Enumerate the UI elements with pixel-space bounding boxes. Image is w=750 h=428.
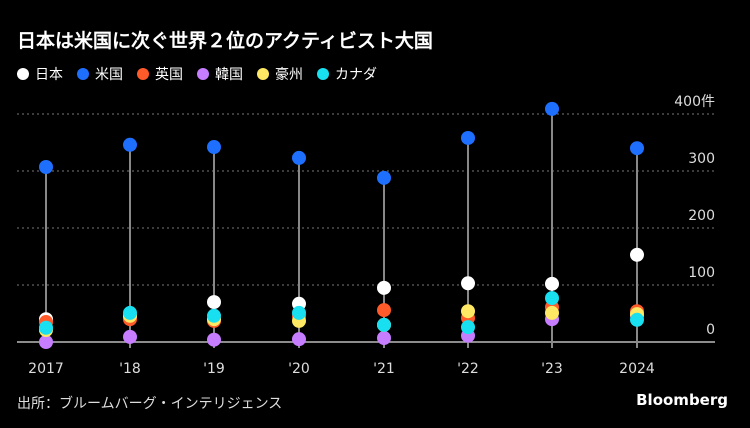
data-point [545, 291, 559, 306]
chart-title: 日本は米国に次ぐ世界２位のアクティビスト大国 [17, 30, 433, 52]
data-point [377, 303, 391, 318]
legend-label: 豪州 [275, 67, 303, 83]
x-tick-label: '20 [288, 361, 310, 377]
data-point [207, 140, 221, 155]
y-tick-label: 200 [688, 208, 715, 224]
data-point [123, 329, 137, 344]
x-tick-label: '19 [203, 361, 225, 377]
data-point [461, 320, 475, 335]
data-point [630, 141, 644, 156]
data-point [292, 332, 306, 347]
legend-label: 米国 [95, 67, 123, 83]
y-tick-label: 300 [688, 151, 715, 167]
data-point [207, 332, 221, 347]
data-point [292, 150, 306, 165]
data-point [377, 280, 391, 295]
legend-label: 英国 [155, 67, 183, 83]
x-tick-label: '23 [541, 361, 563, 377]
data-point [377, 317, 391, 332]
legend-label: カナダ [335, 67, 377, 83]
legend-swatch [317, 68, 329, 80]
legend-swatch [197, 68, 209, 80]
data-point [545, 276, 559, 291]
data-point [39, 320, 53, 335]
y-tick-label: 0 [706, 322, 715, 338]
x-tick-label: '18 [119, 361, 141, 377]
data-point [377, 170, 391, 185]
legend: 日本 米国 英国 韓国 豪州 カナダ [17, 64, 377, 84]
legend-item: 豪州 [257, 64, 303, 84]
x-tick-label: 2024 [619, 361, 655, 377]
data-point [207, 295, 221, 310]
data-point [377, 331, 391, 346]
legend-item: 韓国 [197, 64, 243, 84]
legend-item: 米国 [77, 64, 123, 84]
data-point [292, 305, 306, 320]
source-note: 出所：ブルームバーグ・インテリジェンス [17, 396, 283, 412]
x-tick-label: '21 [373, 361, 395, 377]
data-point [39, 160, 53, 175]
y-tick-label: 400件 [674, 94, 715, 110]
data-point [207, 308, 221, 323]
legend-label: 日本 [35, 67, 63, 83]
data-point [545, 101, 559, 116]
data-point [461, 304, 475, 319]
data-point [123, 305, 137, 320]
legend-item: 日本 [17, 64, 63, 84]
data-point [630, 312, 644, 327]
legend-item: カナダ [317, 64, 377, 84]
data-point [461, 130, 475, 145]
legend-label: 韓国 [215, 67, 243, 83]
legend-swatch [257, 68, 269, 80]
y-tick-label: 100 [688, 265, 715, 281]
legend-swatch [17, 68, 29, 80]
data-point [545, 305, 559, 320]
legend-swatch [77, 68, 89, 80]
legend-swatch [137, 68, 149, 80]
data-point [461, 276, 475, 291]
legend-item: 英国 [137, 64, 183, 84]
bloomberg-logo: Bloomberg [636, 391, 728, 409]
data-point [630, 247, 644, 262]
data-point [39, 335, 53, 349]
x-tick-label: '22 [457, 361, 479, 377]
data-point [123, 137, 137, 152]
x-tick-label: 2017 [28, 361, 64, 377]
